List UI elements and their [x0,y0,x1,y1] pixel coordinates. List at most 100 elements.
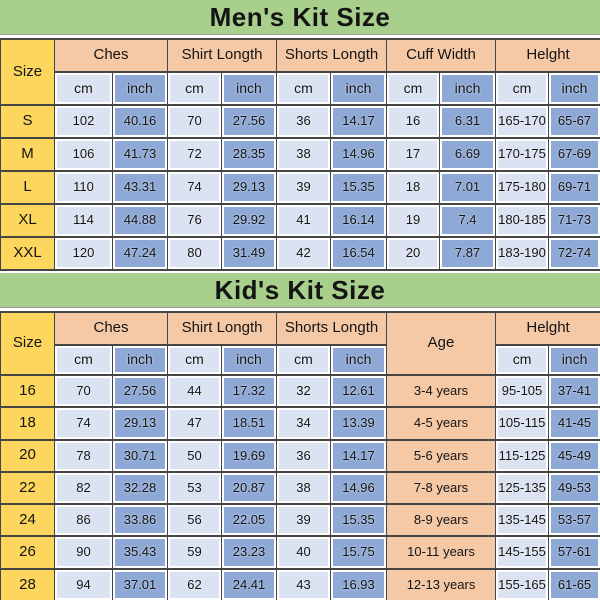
age-cell: 7-8 years [386,470,497,506]
shirt-length-cm-cell: 72 [167,137,222,172]
size-row: S 102 40.16 70 27.56 36 14.17 16 6.31 16… [0,104,600,139]
unit-inch-label: inch [330,344,388,376]
size-cell: 20 [0,438,55,473]
kids-kit-table: Size Ches Shirt Longth Shorts Longth Age… [0,311,600,600]
shirt-length-cm-cell: 74 [167,170,222,205]
size-column-header: Size [0,38,55,106]
age-cell: 3-4 years [386,373,497,409]
shorts-length-cm-cell: 41 [276,203,332,238]
unit-cm-label: cm [54,344,113,376]
shorts-length-cm-cell: 36 [276,104,332,139]
shirt-length-cm-cell: 50 [167,438,222,473]
chest-inch-cell: 33.86 [112,503,168,538]
chest-cm-cell: 102 [54,104,113,139]
chest-cm-cell: 86 [54,503,113,538]
shirt-length-inch-cell: 17.32 [220,373,278,409]
shorts-length-cm-cell: 32 [276,373,332,409]
shorts-length-cm-cell: 43 [276,567,332,600]
unit-cm-label: cm [167,344,222,376]
chest-group-header: Ches [54,311,168,346]
shorts-length-cm-cell: 38 [276,137,332,172]
shirt-length-cm-cell: 70 [167,104,222,139]
chest-inch-cell: 47.24 [112,236,168,271]
chest-cm-cell: 120 [54,236,113,271]
shorts-length-cm-cell: 36 [276,438,332,473]
shorts-length-inch-cell: 14.17 [330,438,388,473]
divider [0,271,600,273]
unit-inch-label: inch [439,71,497,106]
shirt-length-inch-cell: 31.49 [220,236,278,271]
shorts-length-inch-cell: 14.96 [330,137,388,172]
age-cell: 8-9 years [386,503,497,538]
height-cm-cell: 135-145 [495,503,550,538]
shorts-length-inch-cell: 15.35 [330,503,388,538]
size-row: XL 114 44.88 76 29.92 41 16.14 19 7.4 18… [0,203,600,238]
size-row: 22 82 32.28 53 20.87 38 14.96 7-8 years … [0,470,600,506]
size-cell: S [0,104,55,139]
cuff-width-inch-cell: 7.4 [439,203,497,238]
cuff-width-cm-cell: 18 [386,170,441,205]
unit-inch-label: inch [220,344,278,376]
height-inch-cell: 65-67 [548,104,600,139]
shorts-length-inch-cell: 14.17 [330,104,388,139]
chest-inch-cell: 30.71 [112,438,168,473]
unit-inch-label: inch [548,344,600,376]
chest-inch-cell: 44.88 [112,203,168,238]
size-row: L 110 43.31 74 29.13 39 15.35 18 7.01 17… [0,170,600,205]
size-cell: 28 [0,567,55,600]
shirt-length-inch-cell: 23.23 [220,535,278,570]
shirt-length-cm-cell: 80 [167,236,222,271]
unit-cm-label: cm [167,71,222,106]
height-cm-cell: 183-190 [495,236,550,271]
shorts-length-inch-cell: 14.96 [330,470,388,506]
shirt-length-inch-cell: 22.05 [220,503,278,538]
shirt-length-inch-cell: 18.51 [220,406,278,441]
mens-title: Men's Kit Size [209,1,391,32]
size-cell: 26 [0,535,55,570]
size-cell: XXL [0,236,55,271]
size-row: 18 74 29.13 47 18.51 34 13.39 4-5 years … [0,406,600,441]
mens-kit-table: Size Ches Shirt Longth Shorts Longth Cuf… [0,38,600,271]
size-cell: 16 [0,373,55,409]
height-cm-cell: 145-155 [495,535,550,570]
cuff-width-cm-cell: 16 [386,104,441,139]
height-inch-cell: 49-53 [548,470,600,506]
shirt-length-inch-cell: 29.13 [220,170,278,205]
size-cell: M [0,137,55,172]
height-cm-cell: 115-125 [495,438,550,473]
age-cell: 12-13 years [386,567,497,600]
cuff-width-cm-cell: 19 [386,203,441,238]
chest-inch-cell: 35.43 [112,535,168,570]
height-inch-cell: 67-69 [548,137,600,172]
shorts-length-group-header: Shorts Longth [276,311,388,346]
height-cm-cell: 95-105 [495,373,550,409]
unit-cm-label: cm [276,71,332,106]
cuff-width-inch-cell: 7.01 [439,170,497,205]
chest-cm-cell: 90 [54,535,113,570]
shorts-length-inch-cell: 16.93 [330,567,388,600]
shirt-length-inch-cell: 24.41 [220,567,278,600]
shirt-length-cm-cell: 47 [167,406,222,441]
shorts-length-inch-cell: 15.75 [330,535,388,570]
cuff-width-inch-cell: 7.87 [439,236,497,271]
unit-inch-label: inch [330,71,388,106]
height-cm-cell: 165-170 [495,104,550,139]
height-cm-cell: 175-180 [495,170,550,205]
shirt-length-group-header: Shirt Longth [166,311,278,346]
size-cell: 18 [0,406,55,441]
age-cell: 4-5 years [386,406,497,441]
size-cell: 24 [0,503,55,538]
shirt-length-inch-cell: 20.87 [220,470,278,506]
kids-group-header-row: Size Ches Shirt Longth Shorts Longth Age… [0,311,600,376]
shorts-length-cm-cell: 38 [276,470,332,506]
shorts-length-inch-cell: 15.35 [330,170,388,205]
shirt-length-cm-cell: 59 [167,535,222,570]
chest-cm-cell: 74 [54,406,113,441]
chest-cm-cell: 94 [54,567,113,600]
kids-units-row: cm inch cm inch cm inch cm inch [1,344,600,376]
shorts-length-inch-cell: 16.54 [330,236,388,271]
shorts-length-cm-cell: 40 [276,535,332,570]
height-group-header: Helght [495,38,600,73]
chest-cm-cell: 70 [54,373,113,409]
